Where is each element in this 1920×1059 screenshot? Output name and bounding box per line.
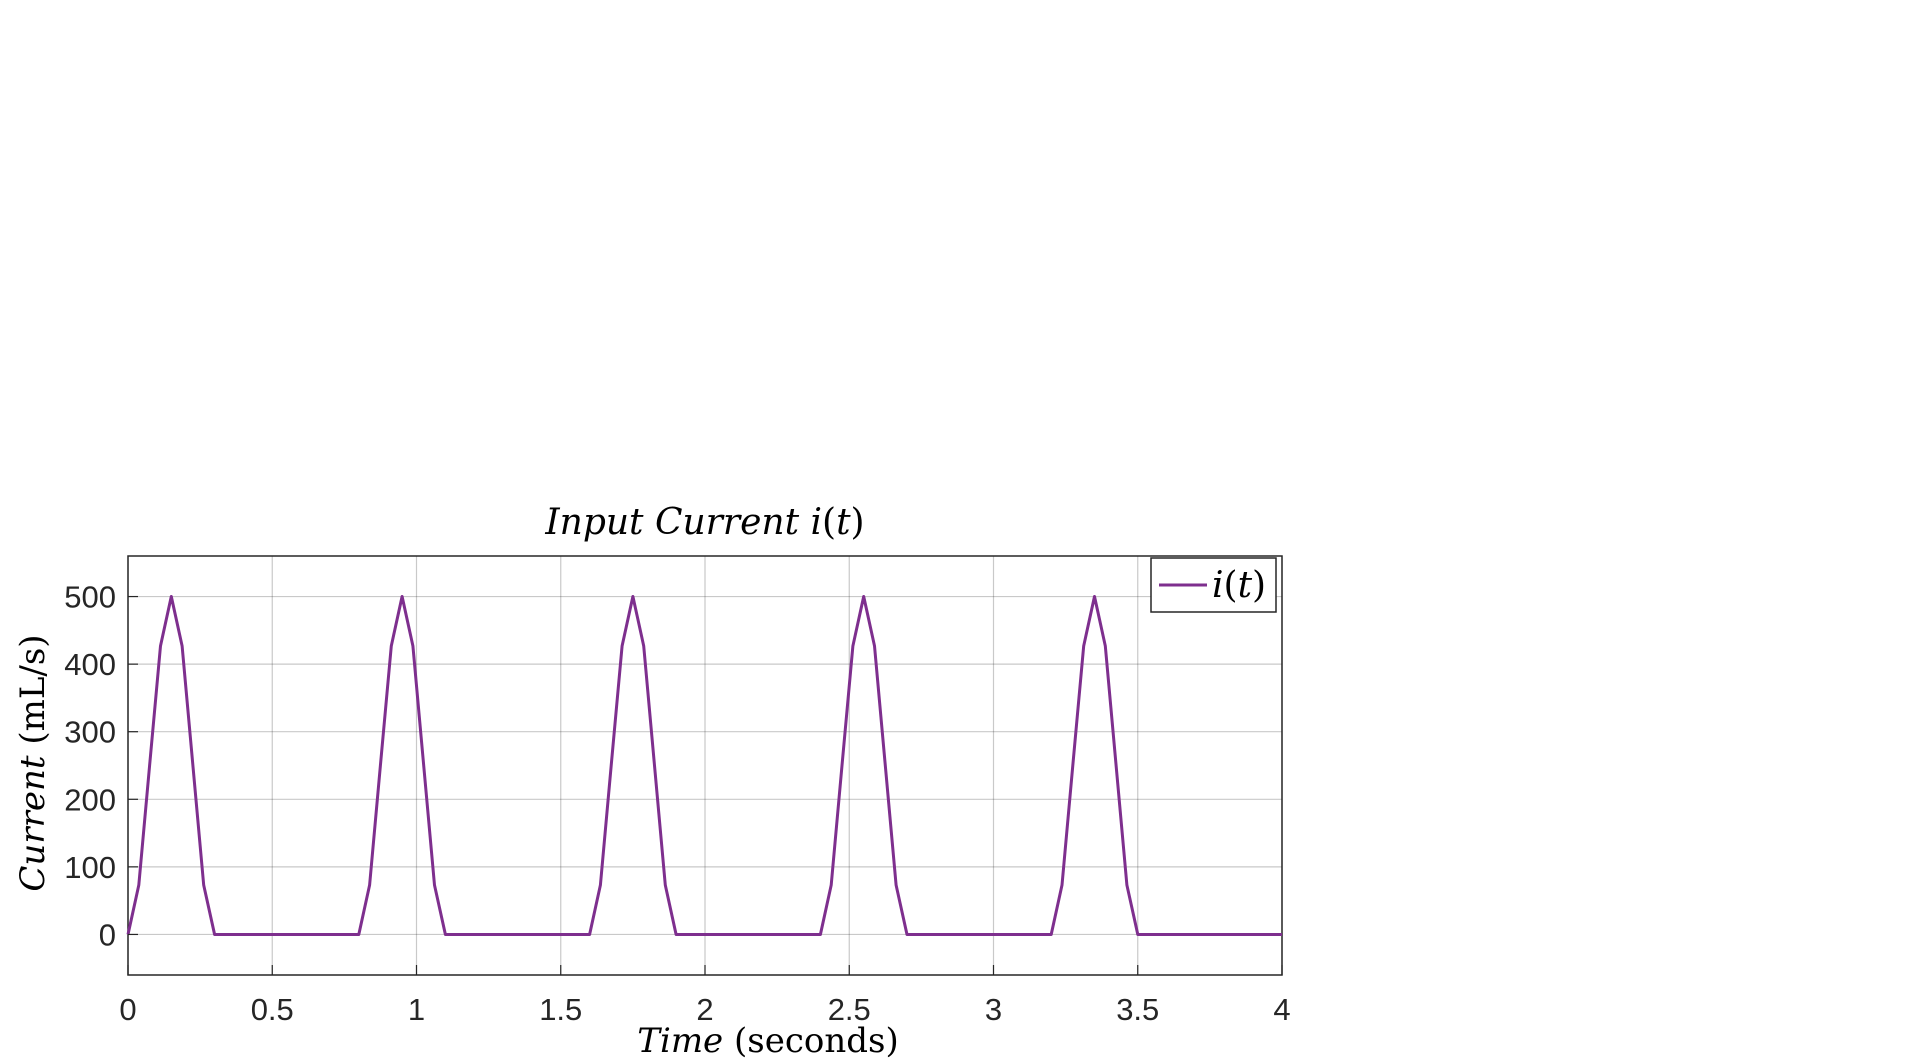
y-tick-label: 100 [64, 850, 116, 885]
y-ticks: 0 100 200 300 400 500 [64, 580, 138, 952]
chart-title: Input Current i(t) [544, 502, 864, 543]
x-axis-label-italic: Time [637, 1021, 723, 1059]
legend-label-close-paren: ) [1252, 565, 1266, 606]
legend-label-arg: t [1238, 565, 1253, 606]
legend: i(t) [1150, 557, 1277, 613]
y-tick-label: 0 [99, 917, 116, 952]
chart-title-arg: t [836, 502, 851, 543]
x-tick-label: 0.5 [251, 992, 294, 1027]
series-line [126, 595, 1282, 936]
x-tick-label: 0 [119, 992, 136, 1027]
chart-title-close-paren: ) [851, 502, 865, 543]
x-tick-label: 2 [696, 992, 713, 1027]
chart-title-italic: Input Current [544, 502, 810, 543]
series-lines [126, 595, 1282, 936]
chart-title-func: i [811, 502, 823, 543]
y-tick-label: 300 [64, 715, 116, 750]
x-ticks: 0 0.5 1 1.5 2 2.5 3 3.5 4 [119, 965, 1291, 1027]
x-tick-label: 1.5 [539, 992, 582, 1027]
y-tick-label: 500 [64, 580, 116, 615]
y-axis-label-italic: Current [13, 755, 53, 891]
x-axis-label-units: (seconds) [723, 1021, 899, 1059]
legend-label-func: i [1212, 565, 1224, 606]
y-tick-label: 400 [64, 647, 116, 682]
y-axis-label-units: (mL/s) [13, 634, 53, 755]
legend-label-open-paren: ( [1224, 565, 1238, 606]
x-axis-label: Time (seconds) [637, 1021, 898, 1059]
chart-title-open-paren: ( [822, 502, 836, 543]
y-tick-label: 200 [64, 782, 116, 817]
legend-label: i(t) [1212, 565, 1266, 606]
x-tick-label: 4 [1273, 992, 1290, 1027]
x-tick-label: 1 [408, 992, 425, 1027]
x-tick-label: 3 [985, 992, 1002, 1027]
x-tick-label: 3.5 [1116, 992, 1159, 1027]
x-tick-label: 2.5 [828, 992, 871, 1027]
grid-lines [127, 556, 1283, 975]
y-axis-label: Current (mL/s) [13, 634, 53, 891]
